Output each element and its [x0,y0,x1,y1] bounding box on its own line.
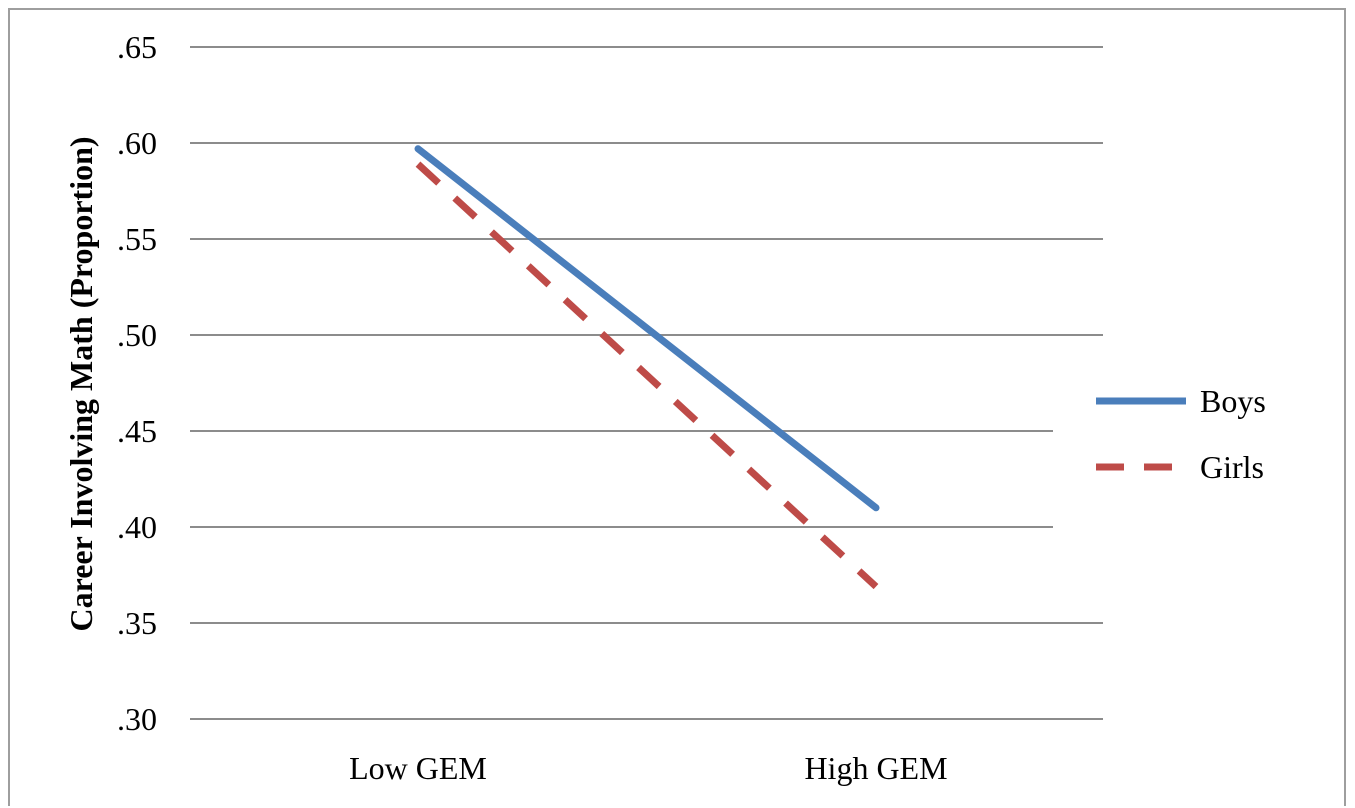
legend: Boys Girls [1096,383,1266,485]
y-axis-ticks: .30 .35 .40 .45 .50 .55 .60 .65 [117,29,157,737]
x-axis-ticks: Low GEM High GEM [349,750,947,786]
gridlines [190,46,1103,720]
y-tick-label: .60 [117,125,157,161]
x-tick-label: High GEM [804,750,947,786]
series-line-girls [415,161,879,590]
legend-label-girls: Girls [1200,449,1264,485]
y-tick-label: .55 [117,221,157,257]
y-tick-label: .40 [117,509,157,545]
y-axis-title: Career Involving Math (Proportion) [63,136,99,631]
series-lines [414,145,880,590]
x-tick-label: Low GEM [349,750,487,786]
y-tick-label: .50 [117,317,157,353]
legend-label-boys: Boys [1200,383,1266,419]
y-tick-label: .65 [117,29,157,65]
y-tick-label: .30 [117,701,157,737]
y-tick-label: .45 [117,413,157,449]
series-line-boys [414,145,880,512]
y-tick-label: .35 [117,605,157,641]
